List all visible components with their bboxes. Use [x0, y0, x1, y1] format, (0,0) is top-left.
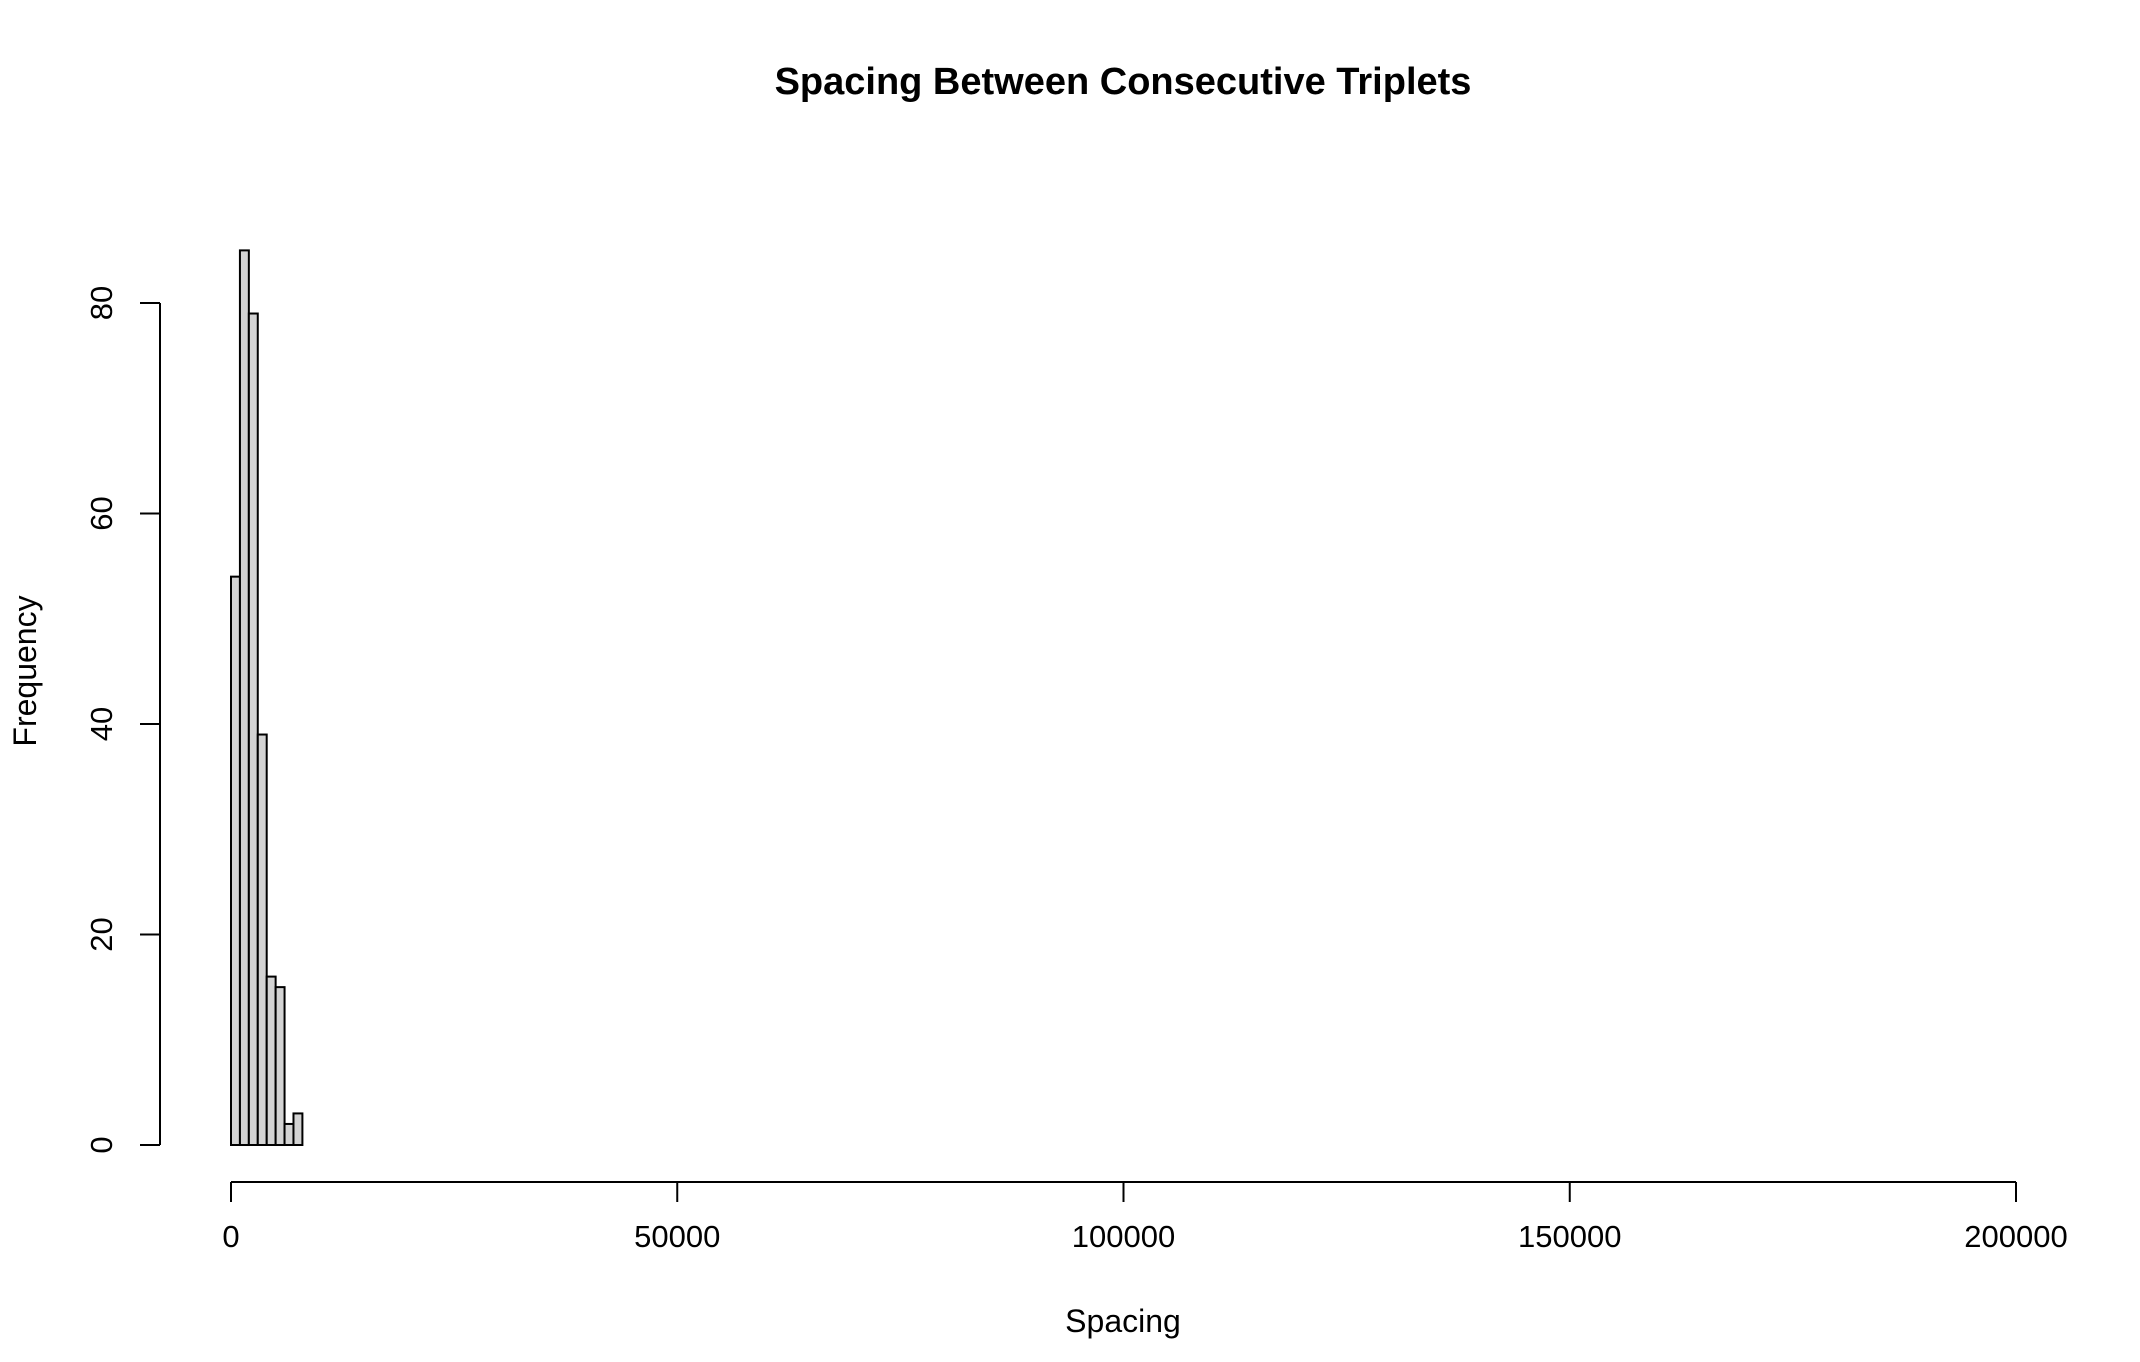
y-axis: 0 20 40 60 80 — [84, 286, 161, 1154]
histogram-bar — [247, 312, 259, 1146]
histogram-bar — [265, 975, 277, 1146]
y-tick-label: 0 — [84, 1136, 119, 1153]
y-axis-label: Frequency — [7, 595, 43, 746]
x-axis: 0 50000 100000 150000 200000 — [222, 1181, 2068, 1254]
y-tick-label: 40 — [84, 707, 119, 741]
y-tick-label: 20 — [84, 917, 119, 951]
x-tick-label: 100000 — [1072, 1219, 1175, 1254]
histogram-bar — [292, 1112, 304, 1147]
x-axis-label: Spacing — [1065, 1303, 1181, 1339]
x-tick-label: 150000 — [1518, 1219, 1621, 1254]
histogram-bar — [238, 249, 250, 1147]
histogram-bars — [230, 249, 304, 1147]
x-tick-label: 50000 — [634, 1219, 720, 1254]
y-tick-label: 60 — [84, 496, 119, 530]
histogram-bar — [230, 575, 241, 1146]
x-tick-label: 200000 — [1964, 1219, 2067, 1254]
x-tick-label: 0 — [222, 1219, 239, 1254]
histogram-bar — [274, 986, 286, 1147]
chart-title: Spacing Between Consecutive Triplets — [775, 61, 1472, 103]
histogram-bar — [256, 733, 268, 1147]
y-tick-label: 80 — [84, 286, 119, 320]
histogram-bar — [283, 1122, 295, 1146]
